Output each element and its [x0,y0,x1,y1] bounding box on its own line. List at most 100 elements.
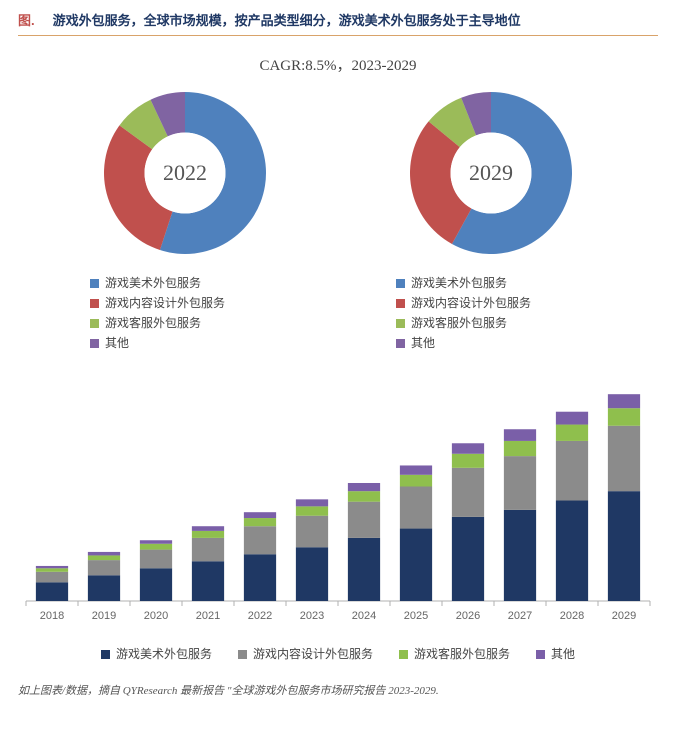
legend-label: 游戏客服外包服务 [414,644,510,664]
legend-swatch [101,650,110,659]
bar-segment [296,506,328,515]
bar-segment [296,516,328,548]
bar-segment [36,568,68,572]
x-tick-label: 2028 [560,610,584,622]
bar-segment [608,408,640,426]
footnote-text: 如上图表/数据，摘自 QYResearch 最新报告 "全球游戏外包服务市场研究… [18,682,658,698]
x-tick-label: 2027 [508,610,532,622]
legend-item: 游戏客服外包服务 [396,313,616,333]
legend-swatch [396,339,405,348]
legend-label: 游戏内容设计外包服务 [253,644,373,664]
stacked-bar-chart: 2018201920202021202220232024202520262027… [18,379,658,629]
legend-label: 游戏美术外包服务 [105,273,201,293]
bar-segment [400,475,432,487]
bar-segment [140,544,172,550]
bar-segment [608,491,640,601]
legend-item: 游戏内容设计外包服务 [90,293,310,313]
bar-segment [88,552,120,556]
bar-segment [556,441,588,501]
donut-legend-2029: 游戏美术外包服务游戏内容设计外包服务游戏客服外包服务其他 [366,273,616,353]
legend-label: 游戏内容设计外包服务 [105,293,225,313]
legend-swatch [90,279,99,288]
bar-segment [348,538,380,601]
bar-segment [192,531,224,538]
legend-swatch [396,279,405,288]
bar-segment [192,526,224,531]
bar-segment [504,456,536,510]
cagr-text: CAGR:8.5%，2023-2029 [18,54,658,75]
legend-label: 游戏美术外包服务 [116,644,212,664]
legend-swatch [90,319,99,328]
bar-segment [192,538,224,561]
legend-swatch [396,319,405,328]
x-tick-label: 2018 [40,610,64,622]
legend-item: 其他 [90,333,310,353]
bar-segment [140,550,172,569]
legend-label: 游戏内容设计外包服务 [411,293,531,313]
bar-segment [556,412,588,425]
bar-segment [608,426,640,491]
bar-segment [504,429,536,441]
legend-item: 其他 [396,333,616,353]
x-tick-label: 2019 [92,610,116,622]
bar-segment [88,555,120,560]
bar-legend: 游戏美术外包服务 游戏内容设计外包服务 游戏客服外包服务 其他 [18,644,658,664]
bar-legend-item: 游戏内容设计外包服务 [238,644,373,664]
bar-legend-item: 游戏美术外包服务 [101,644,212,664]
legend-label: 其他 [105,333,129,353]
title-text: 游戏外包服务，全球市场规模，按产品类型细分，游戏美术外包服务处于主导地位 [53,10,521,29]
x-tick-label: 2021 [196,610,220,622]
bar-segment [400,465,432,474]
legend-item: 游戏内容设计外包服务 [396,293,616,313]
bar-segment [140,540,172,544]
bar-segment [400,486,432,528]
bar-segment [504,510,536,601]
legend-swatch [90,299,99,308]
bar-segment [504,441,536,456]
legend-swatch [238,650,247,659]
legend-item: 游戏客服外包服务 [90,313,310,333]
legend-label: 游戏客服外包服务 [105,313,201,333]
bar-segment [556,501,588,601]
legend-item: 游戏美术外包服务 [90,273,310,293]
bar-segment [452,468,484,517]
legend-swatch [536,650,545,659]
x-tick-label: 2023 [300,610,324,622]
donut-year-label: 2029 [401,83,581,263]
bar-segment [244,512,276,518]
title-prefix: 图. [18,10,35,29]
donut-row: 2022 游戏美术外包服务游戏内容设计外包服务游戏客服外包服务其他 2029 游… [18,83,658,353]
bar-segment [452,517,484,601]
legend-swatch [399,650,408,659]
donut-2029: 2029 游戏美术外包服务游戏内容设计外包服务游戏客服外包服务其他 [366,83,616,353]
bar-segment [244,526,276,554]
bar-segment [244,554,276,601]
donut-2022: 2022 游戏美术外包服务游戏内容设计外包服务游戏客服外包服务其他 [60,83,310,353]
bar-segment [348,483,380,491]
bar-segment [348,502,380,538]
bar-segment [140,568,172,601]
bar-segment [452,454,484,468]
bar-segment [192,561,224,601]
donut-legend-2022: 游戏美术外包服务游戏内容设计外包服务游戏客服外包服务其他 [60,273,310,353]
figure-title: 图. 游戏外包服务，全球市场规模，按产品类型细分，游戏美术外包服务处于主导地位 [18,10,658,36]
legend-label: 游戏美术外包服务 [411,273,507,293]
bar-legend-item: 其他 [536,644,575,664]
bar-segment [36,572,68,583]
bar-segment [348,491,380,502]
bar-segment [296,547,328,601]
bar-segment [608,394,640,408]
legend-label: 其他 [551,644,575,664]
legend-swatch [90,339,99,348]
x-tick-label: 2020 [144,610,168,622]
bar-segment [36,582,68,601]
x-tick-label: 2029 [612,610,636,622]
bar-segment [244,518,276,526]
bar-segment [88,560,120,575]
x-tick-label: 2022 [248,610,272,622]
donut-year-label: 2022 [95,83,275,263]
legend-label: 游戏客服外包服务 [411,313,507,333]
legend-item: 游戏美术外包服务 [396,273,616,293]
bar-segment [88,575,120,601]
bar-segment [556,425,588,441]
